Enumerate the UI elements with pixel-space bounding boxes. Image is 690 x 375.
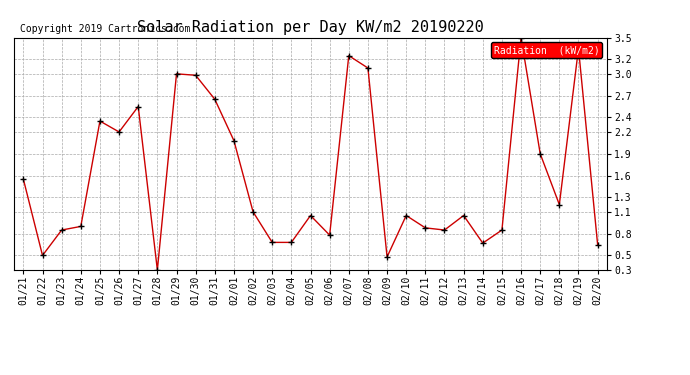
Legend: Radiation  (kW/m2): Radiation (kW/m2)	[491, 42, 602, 58]
Title: Solar Radiation per Day KW/m2 20190220: Solar Radiation per Day KW/m2 20190220	[137, 20, 484, 35]
Text: Copyright 2019 Cartronics.com: Copyright 2019 Cartronics.com	[20, 24, 190, 33]
